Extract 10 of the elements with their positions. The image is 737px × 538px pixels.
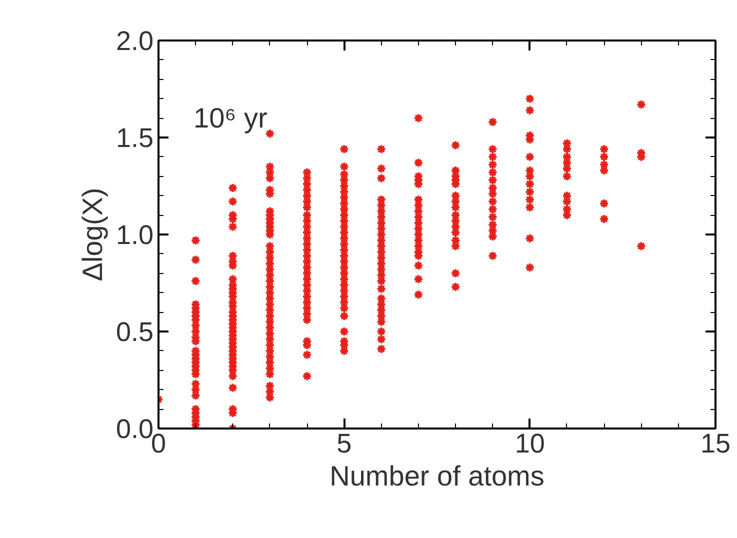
y-tick-label: 1.0 (116, 220, 154, 250)
y-tick-label: 1.5 (116, 123, 154, 153)
x-axis-title: Number of atoms (330, 460, 544, 492)
y-axis-title: Δlog(X) (76, 188, 108, 282)
y-tick-label: 0.5 (116, 317, 154, 347)
y-tick-label: 2.0 (116, 26, 154, 56)
x-tick-label: 5 (336, 428, 352, 458)
x-tick-label: 10 (514, 428, 545, 458)
annotation: 10⁶ yr (194, 102, 268, 134)
x-tick-label: 15 (700, 428, 731, 458)
